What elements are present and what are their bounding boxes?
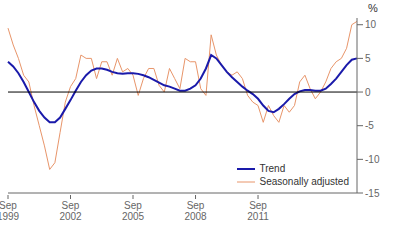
svg-text:Sep2005: Sep2005 (122, 200, 145, 222)
svg-text:0: 0 (365, 87, 371, 98)
svg-text:%: % (368, 2, 378, 14)
svg-text:-10: -10 (365, 154, 380, 165)
svg-text:Sep1999: Sep1999 (8, 200, 20, 222)
svg-text:Sep2011: Sep2011 (247, 200, 269, 222)
svg-text:-5: -5 (365, 120, 374, 131)
svg-text:5: 5 (365, 53, 371, 64)
html-text:Seasonally adjusted: Seasonally adjusted (259, 176, 349, 187)
svg-text:10: 10 (365, 19, 377, 30)
html-text:Trend: Trend (259, 163, 286, 174)
svg-text:Sep2002: Sep2002 (59, 200, 82, 222)
svg-text:Sep2008: Sep2008 (184, 200, 207, 222)
svg-text:-15: -15 (365, 188, 380, 199)
